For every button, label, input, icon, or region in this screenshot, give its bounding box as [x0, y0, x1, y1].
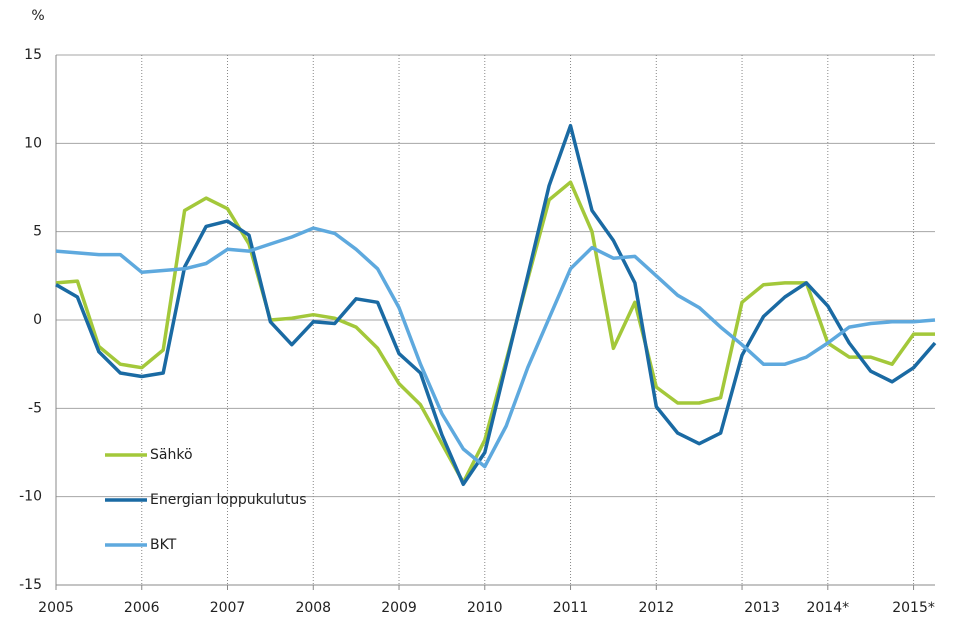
- x-tick-label: 2012: [638, 600, 674, 616]
- x-tick-label: 2007: [210, 600, 246, 616]
- x-tick-label: 2013: [744, 600, 780, 616]
- line-series: [55, 123, 937, 487]
- y-tick-label: 0: [33, 312, 42, 328]
- x-tick-label: 2009: [381, 600, 417, 616]
- x-tick-label: 2008: [295, 600, 331, 616]
- x-tick-label: 2010: [467, 600, 503, 616]
- legend-label: Sähkö: [150, 447, 193, 463]
- y-tick-label: -5: [28, 400, 42, 416]
- legend-label: BKT: [150, 537, 177, 553]
- x-tick-label: 2015*: [892, 600, 935, 616]
- y-tick-label: 10: [24, 135, 42, 151]
- legend-label: Energian loppukulutus: [150, 492, 307, 508]
- line-series: [55, 226, 936, 469]
- y-axis-label: %: [31, 8, 44, 24]
- y-tick-label: 5: [33, 224, 42, 240]
- y-tick-label: -15: [19, 577, 42, 593]
- x-tick-label: 2005: [38, 600, 74, 616]
- line-series: [55, 180, 935, 485]
- x-tick-label: 2006: [124, 600, 160, 616]
- y-tick-label: -10: [19, 489, 42, 505]
- x-tick-label: 2011: [553, 600, 589, 616]
- y-tick-label: 15: [24, 47, 42, 63]
- x-tick-label: 2014*: [806, 600, 849, 616]
